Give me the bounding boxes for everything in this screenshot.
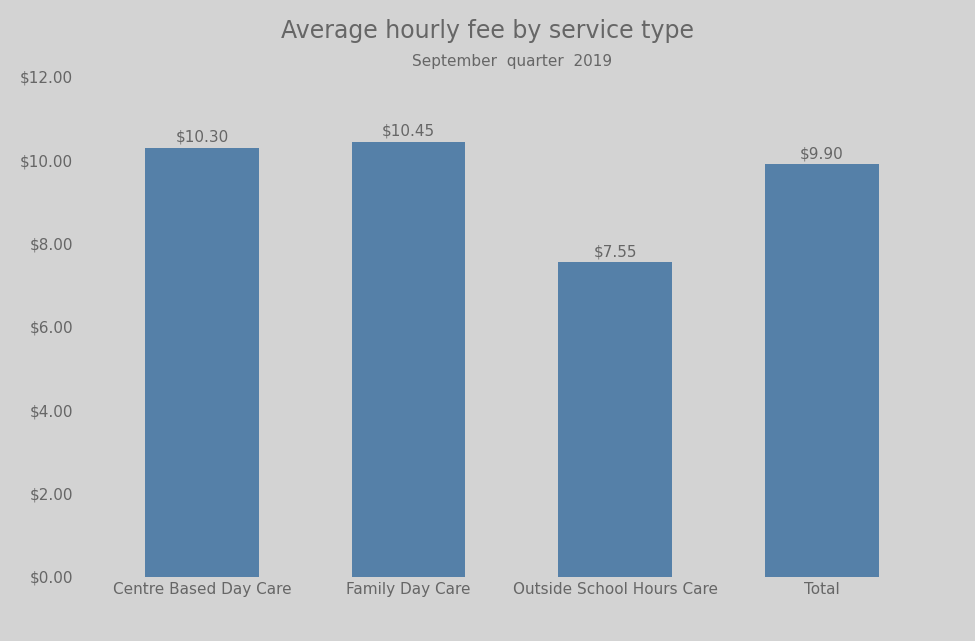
Bar [145,147,258,577]
Text: $9.90: $9.90 [800,147,843,162]
Text: $10.45: $10.45 [382,124,435,138]
Bar [765,164,878,577]
Text: $10.30: $10.30 [176,130,228,145]
Title: September  quarter  2019: September quarter 2019 [411,54,612,69]
Bar [352,142,465,577]
Text: $7.55: $7.55 [594,244,637,260]
Bar [559,262,672,577]
Text: Average hourly fee by service type: Average hourly fee by service type [281,19,694,43]
